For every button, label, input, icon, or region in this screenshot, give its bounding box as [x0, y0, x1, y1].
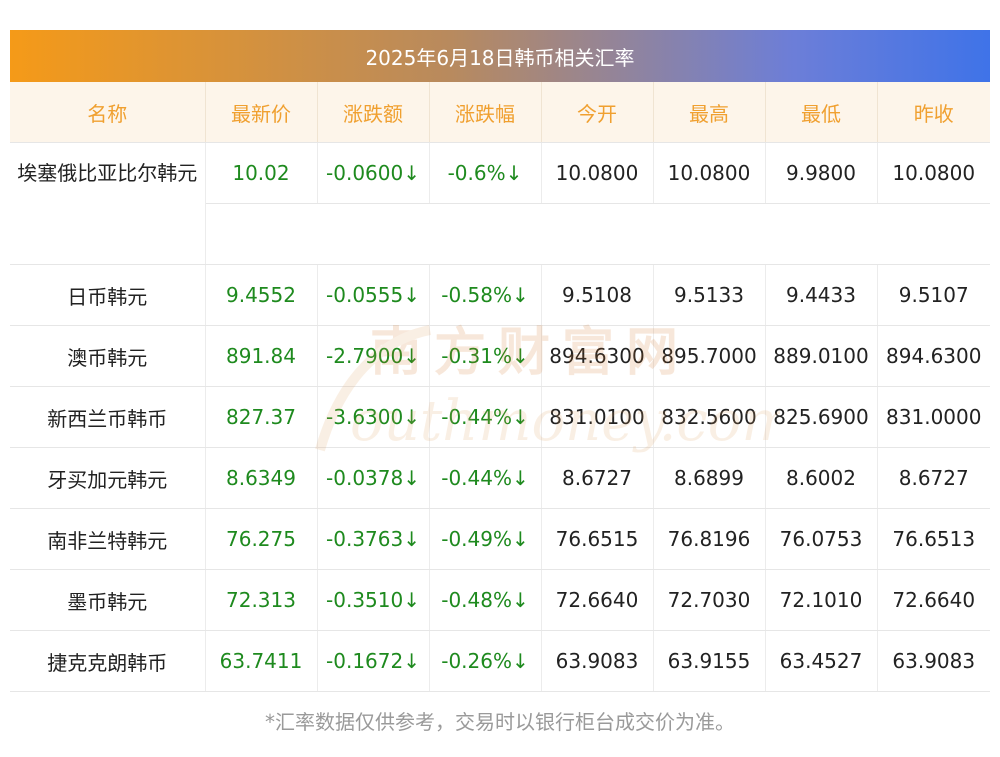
- cell-low: 76.0753: [765, 508, 878, 570]
- table-row: 埃塞俄比亚比尔韩元 10.02 -0.0600↓ -0.6%↓ 10.0800 10.08…: [10, 142, 990, 265]
- cell-prev: 76.6513: [877, 508, 990, 570]
- cell-change: -0.0555↓: [317, 264, 430, 326]
- row-name: 捷克克朗韩币: [10, 630, 206, 692]
- table-row: 日币韩元 9.4552 -0.0555↓ -0.58%↓ 9.5108 9.5133 9.4…: [10, 264, 990, 326]
- cell-high: 895.7000: [653, 325, 766, 387]
- cell-prev: 63.9083: [877, 630, 990, 692]
- cell-high: 63.9155: [653, 630, 766, 692]
- page-title: 2025年6月18日韩币相关汇率: [10, 30, 990, 82]
- cell-prev: 831.0000: [877, 386, 990, 448]
- cell-low: 72.1010: [765, 569, 878, 631]
- exchange-rate-table: 名称 最新价 涨跌额 涨跌幅 今开 最高 最低 昨收 埃塞俄比亚比尔韩元 10.0…: [10, 82, 990, 692]
- cell-pct: -0.44%↓: [429, 386, 542, 448]
- table-row: 澳币韩元 891.84 -2.7900↓ -0.31%↓ 894.6300 895.700…: [10, 325, 990, 387]
- row-name: 牙买加元韩元: [10, 447, 206, 509]
- cell-open: 9.5108: [541, 264, 654, 326]
- cell-prev: 8.6727: [877, 447, 990, 509]
- cell-latest: 63.7411: [205, 630, 318, 692]
- row-continuation: [10, 203, 990, 265]
- header-change: 涨跌额: [317, 82, 430, 143]
- header-low: 最低: [765, 82, 878, 143]
- cell-open: 76.6515: [541, 508, 654, 570]
- table-row: 新西兰币韩币 827.37 -3.6300↓ -0.44%↓ 831.0100 832.5…: [10, 386, 990, 448]
- cell-pct: -0.49%↓: [429, 508, 542, 570]
- cell-prev: 894.6300: [877, 325, 990, 387]
- header-name: 名称: [10, 82, 206, 143]
- cell-open: 831.0100: [541, 386, 654, 448]
- cell-pct: -0.6%↓: [429, 142, 542, 204]
- cell-latest: 891.84: [205, 325, 318, 387]
- header-prev: 昨收: [877, 82, 990, 143]
- row-name: 澳币韩元: [10, 325, 206, 387]
- row-name: 埃塞俄比亚比尔韩元: [10, 142, 206, 265]
- cell-open: 10.0800: [541, 142, 654, 204]
- cell-pct: -0.58%↓: [429, 264, 542, 326]
- cell-low: 889.0100: [765, 325, 878, 387]
- cell-high: 8.6899: [653, 447, 766, 509]
- cell-low: 8.6002: [765, 447, 878, 509]
- cell-low: 9.9800: [765, 142, 878, 204]
- cell-low: 63.4527: [765, 630, 878, 692]
- cell-latest: 72.313: [205, 569, 318, 631]
- cell-prev: 10.0800: [877, 142, 990, 204]
- cell-latest: 9.4552: [205, 264, 318, 326]
- cell-open: 8.6727: [541, 447, 654, 509]
- cell-pct: -0.48%↓: [429, 569, 542, 631]
- cell-change: -0.3763↓: [317, 508, 430, 570]
- cell-change: -3.6300↓: [317, 386, 430, 448]
- table-row: 捷克克朗韩币 63.7411 -0.1672↓ -0.26%↓ 63.9083 63.91…: [10, 630, 990, 692]
- cell-change: -2.7900↓: [317, 325, 430, 387]
- cell-pct: -0.44%↓: [429, 447, 542, 509]
- row-name: 南非兰特韩元: [10, 508, 206, 570]
- cell-open: 63.9083: [541, 630, 654, 692]
- cell-high: 9.5133: [653, 264, 766, 326]
- cell-change: -0.0600↓: [317, 142, 430, 204]
- row-name: 墨币韩元: [10, 569, 206, 631]
- blank-cell: [205, 203, 990, 265]
- cell-high: 832.5600: [653, 386, 766, 448]
- cell-pct: -0.31%↓: [429, 325, 542, 387]
- table-row: 墨币韩元 72.313 -0.3510↓ -0.48%↓ 72.6640 72.7030 7…: [10, 569, 990, 631]
- cell-change: -0.0378↓: [317, 447, 430, 509]
- cell-pct: -0.26%↓: [429, 630, 542, 692]
- table-row: 牙买加元韩元 8.6349 -0.0378↓ -0.44%↓ 8.6727 8.6899 8…: [10, 447, 990, 509]
- header-pct: 涨跌幅: [429, 82, 542, 143]
- header-open: 今开: [541, 82, 654, 143]
- cell-change: -0.3510↓: [317, 569, 430, 631]
- cell-high: 72.7030: [653, 569, 766, 631]
- cell-low: 9.4433: [765, 264, 878, 326]
- table-row: 南非兰特韩元 76.275 -0.3763↓ -0.49%↓ 76.6515 76.819…: [10, 508, 990, 570]
- cell-latest: 827.37: [205, 386, 318, 448]
- cell-latest: 10.02: [205, 142, 318, 204]
- disclaimer-text: *汇率数据仅供参考，交易时以银行柜台成交价为准。: [265, 710, 735, 734]
- cell-prev: 9.5107: [877, 264, 990, 326]
- cell-change: -0.1672↓: [317, 630, 430, 692]
- table-header-row: 名称 最新价 涨跌额 涨跌幅 今开 最高 最低 昨收: [10, 82, 990, 143]
- cell-latest: 8.6349: [205, 447, 318, 509]
- cell-high: 76.8196: [653, 508, 766, 570]
- cell-latest: 76.275: [205, 508, 318, 570]
- cell-high: 10.0800: [653, 142, 766, 204]
- cell-open: 72.6640: [541, 569, 654, 631]
- cell-open: 894.6300: [541, 325, 654, 387]
- cell-low: 825.6900: [765, 386, 878, 448]
- row-name: 日币韩元: [10, 264, 206, 326]
- row-name: 新西兰币韩币: [10, 386, 206, 448]
- header-high: 最高: [653, 82, 766, 143]
- header-latest: 最新价: [205, 82, 318, 143]
- cell-prev: 72.6640: [877, 569, 990, 631]
